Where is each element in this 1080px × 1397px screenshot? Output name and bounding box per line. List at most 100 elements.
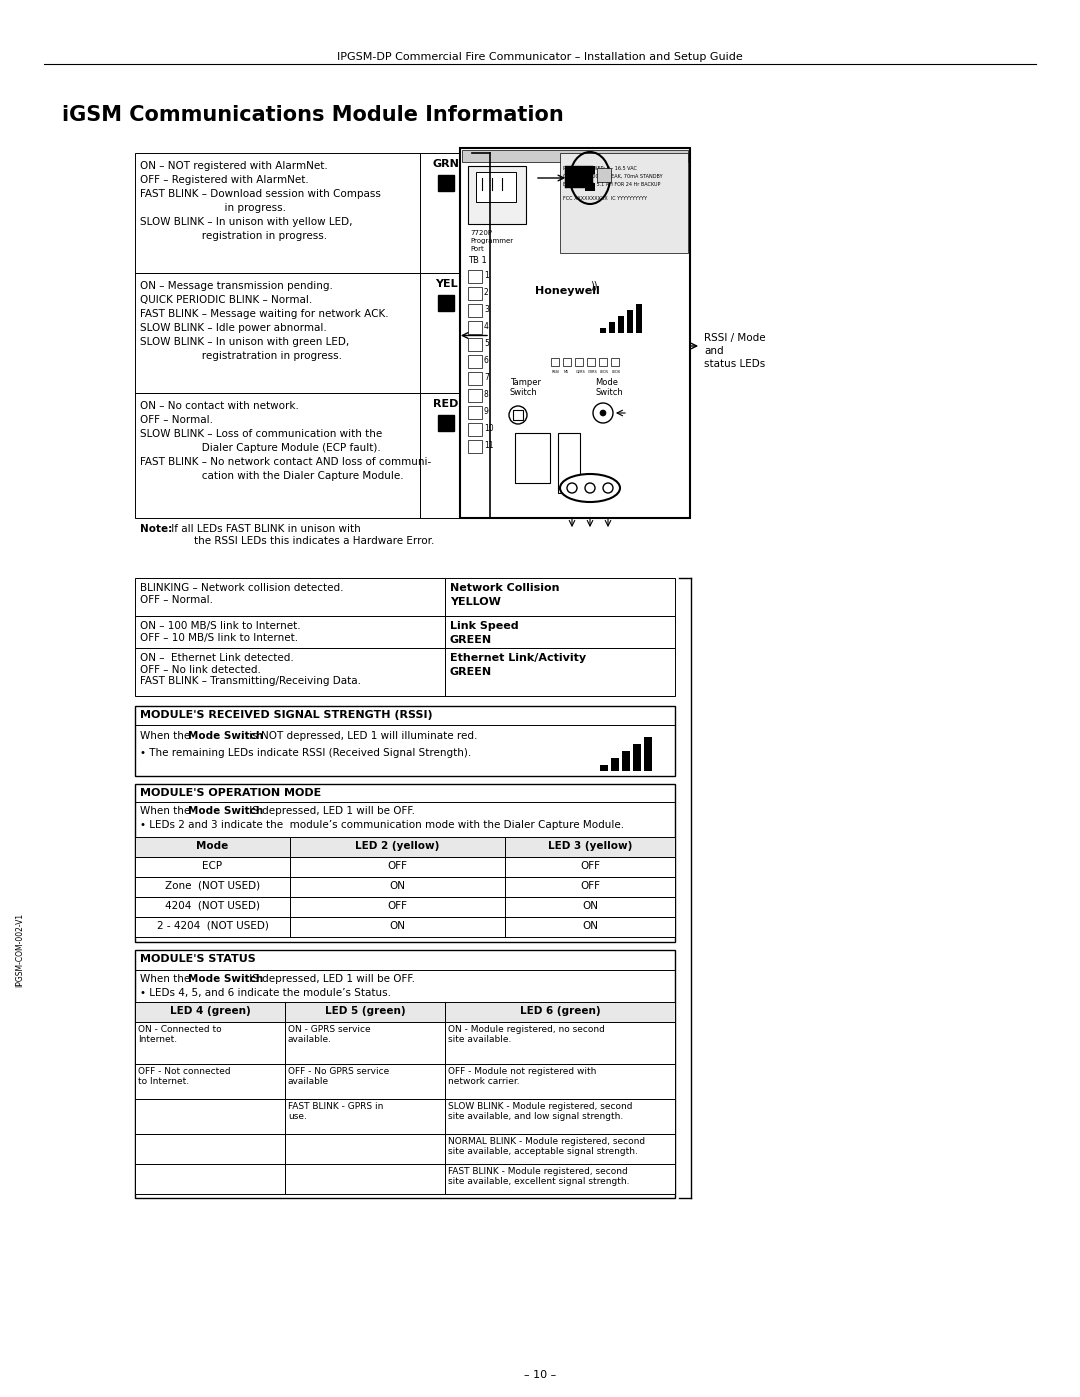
Text: 3: 3 [484,305,489,314]
Bar [135,705,675,775]
Bar [285,1065,445,1099]
Text: Mode: Mode [197,841,229,851]
Bar [468,286,482,300]
Text: G3RS: G3RS [588,370,597,374]
Bar [611,759,619,771]
Text: YEL: YEL [434,279,457,289]
Text: OFF - Module not registered with
network carrier.: OFF - Module not registered with network… [448,1067,596,1087]
Text: IPGSM-DP Commercial Fire Communicator – Installation and Setup Guide: IPGSM-DP Commercial Fire Communicator – … [337,52,743,61]
Text: registratration in progress.: registratration in progress. [140,351,342,360]
Text: OFF: OFF [580,882,600,891]
Bar [285,1099,445,1134]
Bar [438,415,454,432]
Text: 2: 2 [484,288,489,298]
Text: If all LEDs FAST BLINK in unison with
        the RSSI LEDs this indicates a Har: If all LEDs FAST BLINK in unison with th… [168,524,434,546]
Text: MODULE'S OPERATION MODE: MODULE'S OPERATION MODE [140,788,321,798]
Bar [513,409,523,420]
Bar [460,148,690,518]
Bar [515,433,550,483]
Text: PRIMARY POWER: 9 - 16.5 VAC: PRIMARY POWER: 9 - 16.5 VAC [563,166,637,170]
Text: 2 - 4204  (NOT USED): 2 - 4204 (NOT USED) [157,921,269,930]
Text: Programmer: Programmer [470,237,513,244]
Text: )): )) [590,281,597,291]
Text: BATTERY: 6V, 5.1 AH FOR 24 Hr BACKUP: BATTERY: 6V, 5.1 AH FOR 24 Hr BACKUP [563,182,660,187]
Bar [135,393,420,518]
Text: is NOT depressed, LED 1 will illuminate red.: is NOT depressed, LED 1 will illuminate … [246,731,477,740]
Bar [135,154,420,272]
Bar [622,752,630,771]
Text: ON: ON [582,901,598,911]
Bar [468,423,482,436]
Text: ON - Module registered, no second
site available.: ON - Module registered, no second site a… [448,1025,605,1045]
Text: LED 4 (green): LED 4 (green) [170,1006,251,1016]
Text: ON - Connected to
Internet.: ON - Connected to Internet. [138,1025,221,1045]
Bar [135,897,291,916]
Text: FAST BLINK - Module registered, second
site available, excellent signal strength: FAST BLINK - Module registered, second s… [448,1166,630,1186]
Bar [420,154,472,272]
Bar [462,149,688,162]
Bar [445,1065,675,1099]
Text: cation with the Dialer Capture Module.: cation with the Dialer Capture Module. [140,471,404,481]
Bar [291,856,505,877]
Text: CURRENT: 000mA PEAK, 70mA STANDBY: CURRENT: 000mA PEAK, 70mA STANDBY [563,175,663,179]
Bar [575,358,583,366]
Text: ON - GPRS service
available.: ON - GPRS service available. [288,1025,370,1045]
Text: GRN: GRN [433,159,459,169]
Bar [135,784,675,942]
Circle shape [600,409,606,416]
Bar [599,358,607,366]
Text: LED 2 (yellow): LED 2 (yellow) [355,841,440,851]
Text: in progress.: in progress. [140,203,286,212]
Text: SLOW BLINK – Loss of communication with the: SLOW BLINK – Loss of communication with … [140,429,382,439]
Text: Link Speed: Link Speed [450,622,518,631]
Bar [135,272,420,393]
Text: LED 3 (yellow): LED 3 (yellow) [548,841,632,851]
Bar [644,738,652,771]
Text: OFF: OFF [580,861,600,870]
Text: Mode Switch: Mode Switch [188,731,264,740]
Bar [600,766,608,771]
Bar [505,856,675,877]
Bar [135,578,445,616]
Bar [468,440,482,453]
Text: MODULE'S RECEIVED SIGNAL STRENGTH (RSSI): MODULE'S RECEIVED SIGNAL STRENGTH (RSSI) [140,710,433,719]
Bar [468,305,482,317]
Text: BLINKING – Network collision detected.
OFF – Normal.: BLINKING – Network collision detected. O… [140,583,343,605]
Bar [627,310,633,332]
Bar [565,166,593,189]
Text: Ethernet Link/Activity: Ethernet Link/Activity [450,652,586,664]
Bar [285,1002,445,1023]
Text: 8: 8 [484,390,489,400]
Bar [558,433,580,493]
Text: ON – Message transmission pending.: ON – Message transmission pending. [140,281,333,291]
Text: • LEDs 4, 5, and 6 indicate the module’s Status.: • LEDs 4, 5, and 6 indicate the module’s… [140,988,391,997]
Text: Honeywell: Honeywell [535,286,599,296]
Bar [291,837,505,856]
Text: ON – NOT registered with AlarmNet.: ON – NOT registered with AlarmNet. [140,161,327,170]
Text: MODULE'S STATUS: MODULE'S STATUS [140,954,256,964]
Text: TB 1: TB 1 [468,256,487,265]
Text: LED5: LED5 [600,370,609,374]
Bar [468,166,526,224]
Bar [135,1065,285,1099]
Bar [291,916,505,937]
Bar [135,837,291,856]
Text: registration in progress.: registration in progress. [140,231,327,242]
Text: SLOW BLINK - Module registered, second
site available, and low signal strength.: SLOW BLINK - Module registered, second s… [448,1102,633,1122]
Text: FAST BLINK – Message waiting for network ACK.: FAST BLINK – Message waiting for network… [140,309,389,319]
Bar [438,295,454,312]
Text: OFF: OFF [388,901,407,911]
Text: Zone  (NOT USED): Zone (NOT USED) [165,882,260,891]
Bar [135,1002,285,1023]
Bar [445,1164,675,1194]
Bar [135,856,291,877]
Text: IS depressed, LED 1 will be OFF.: IS depressed, LED 1 will be OFF. [246,806,415,816]
Bar [551,358,559,366]
Text: Mode: Mode [595,379,618,387]
Circle shape [509,407,527,425]
Bar [597,168,611,182]
Text: NORMAL BLINK - Module registered, second
site available, acceptable signal stren: NORMAL BLINK - Module registered, second… [448,1137,645,1157]
Text: ON: ON [390,921,405,930]
Text: 7720P: 7720P [470,231,492,236]
Bar [445,1099,675,1134]
